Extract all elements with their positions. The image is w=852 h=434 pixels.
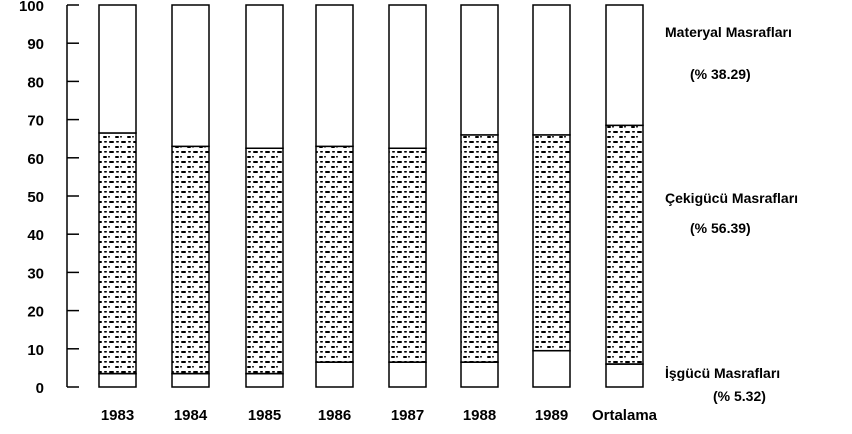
legend-label: Materyal Masrafları bbox=[665, 24, 792, 40]
bar-stack bbox=[460, 4, 499, 388]
bar-segment bbox=[98, 4, 137, 134]
bars bbox=[98, 4, 644, 388]
bar-segment bbox=[532, 134, 571, 352]
bar-segment bbox=[460, 361, 499, 388]
x-tick-label: 1986 bbox=[318, 407, 351, 424]
x-tick-label: 1989 bbox=[535, 407, 568, 424]
legend-share: (% 38.29) bbox=[690, 66, 751, 82]
legend-share: (% 56.39) bbox=[690, 220, 751, 236]
bar-segment bbox=[315, 4, 354, 148]
y-tick-label: 80 bbox=[27, 74, 44, 91]
y-axis: 0 10 20 30 40 50 60 70 80 90 100 bbox=[19, 0, 79, 397]
bar-segment bbox=[532, 349, 571, 388]
x-tick-label: 1983 bbox=[101, 407, 134, 424]
bar-segment bbox=[315, 361, 354, 388]
bar-segment bbox=[245, 372, 284, 388]
bar-segment bbox=[605, 124, 644, 365]
bar-stack bbox=[532, 4, 571, 388]
bar-stack bbox=[98, 4, 137, 388]
bar-segment bbox=[388, 4, 427, 149]
bar-stack bbox=[315, 4, 354, 388]
bar-segment bbox=[460, 134, 499, 363]
x-tick-label: 1987 bbox=[391, 407, 424, 424]
bar-segment bbox=[245, 4, 284, 149]
bar-segment bbox=[171, 145, 210, 375]
y-tick-label: 40 bbox=[27, 227, 44, 244]
bar-segment bbox=[171, 4, 210, 148]
y-tick-label: 100 bbox=[19, 0, 44, 15]
legend-label: Çekigücü Masrafları bbox=[665, 190, 798, 206]
bar-segment bbox=[98, 372, 137, 388]
bar-stack bbox=[171, 4, 210, 388]
bar-segment bbox=[532, 4, 571, 136]
x-tick-label: 1984 bbox=[174, 407, 208, 424]
x-tick-label: 1988 bbox=[463, 407, 496, 424]
bar-segment bbox=[460, 4, 499, 136]
y-tick-label: 70 bbox=[27, 113, 44, 130]
bar-segment bbox=[605, 363, 644, 388]
legend-label: İşgücü Masrafları bbox=[665, 365, 780, 381]
bar-segment bbox=[171, 372, 210, 388]
x-axis-labels: 1983 1984 1985 1986 1987 1988 1989 Ortalama bbox=[101, 407, 658, 424]
bar-segment bbox=[388, 147, 427, 363]
y-tick-label: 20 bbox=[27, 304, 44, 321]
y-tick-label: 0 bbox=[36, 380, 44, 397]
x-tick-label: 1985 bbox=[248, 407, 281, 424]
y-tick-label: 90 bbox=[27, 36, 44, 53]
bar-segment bbox=[245, 147, 284, 375]
bar-segment bbox=[605, 4, 644, 127]
bar-stack bbox=[388, 4, 427, 388]
y-tick-label: 30 bbox=[27, 265, 44, 282]
legend-share: (% 5.32) bbox=[713, 388, 766, 404]
legend: Materyal Masrafları (% 38.29) Çekigücü Mas… bbox=[665, 24, 798, 404]
y-tick-label: 60 bbox=[27, 151, 44, 168]
bar-stack bbox=[245, 4, 284, 388]
bar-segment bbox=[315, 145, 354, 363]
bar-segment bbox=[388, 361, 427, 388]
x-tick-label: Ortalama bbox=[592, 407, 658, 424]
bar-stack bbox=[605, 4, 644, 388]
y-tick-label: 50 bbox=[27, 189, 44, 206]
y-tick-label: 10 bbox=[27, 342, 44, 359]
bar-segment bbox=[98, 132, 137, 375]
